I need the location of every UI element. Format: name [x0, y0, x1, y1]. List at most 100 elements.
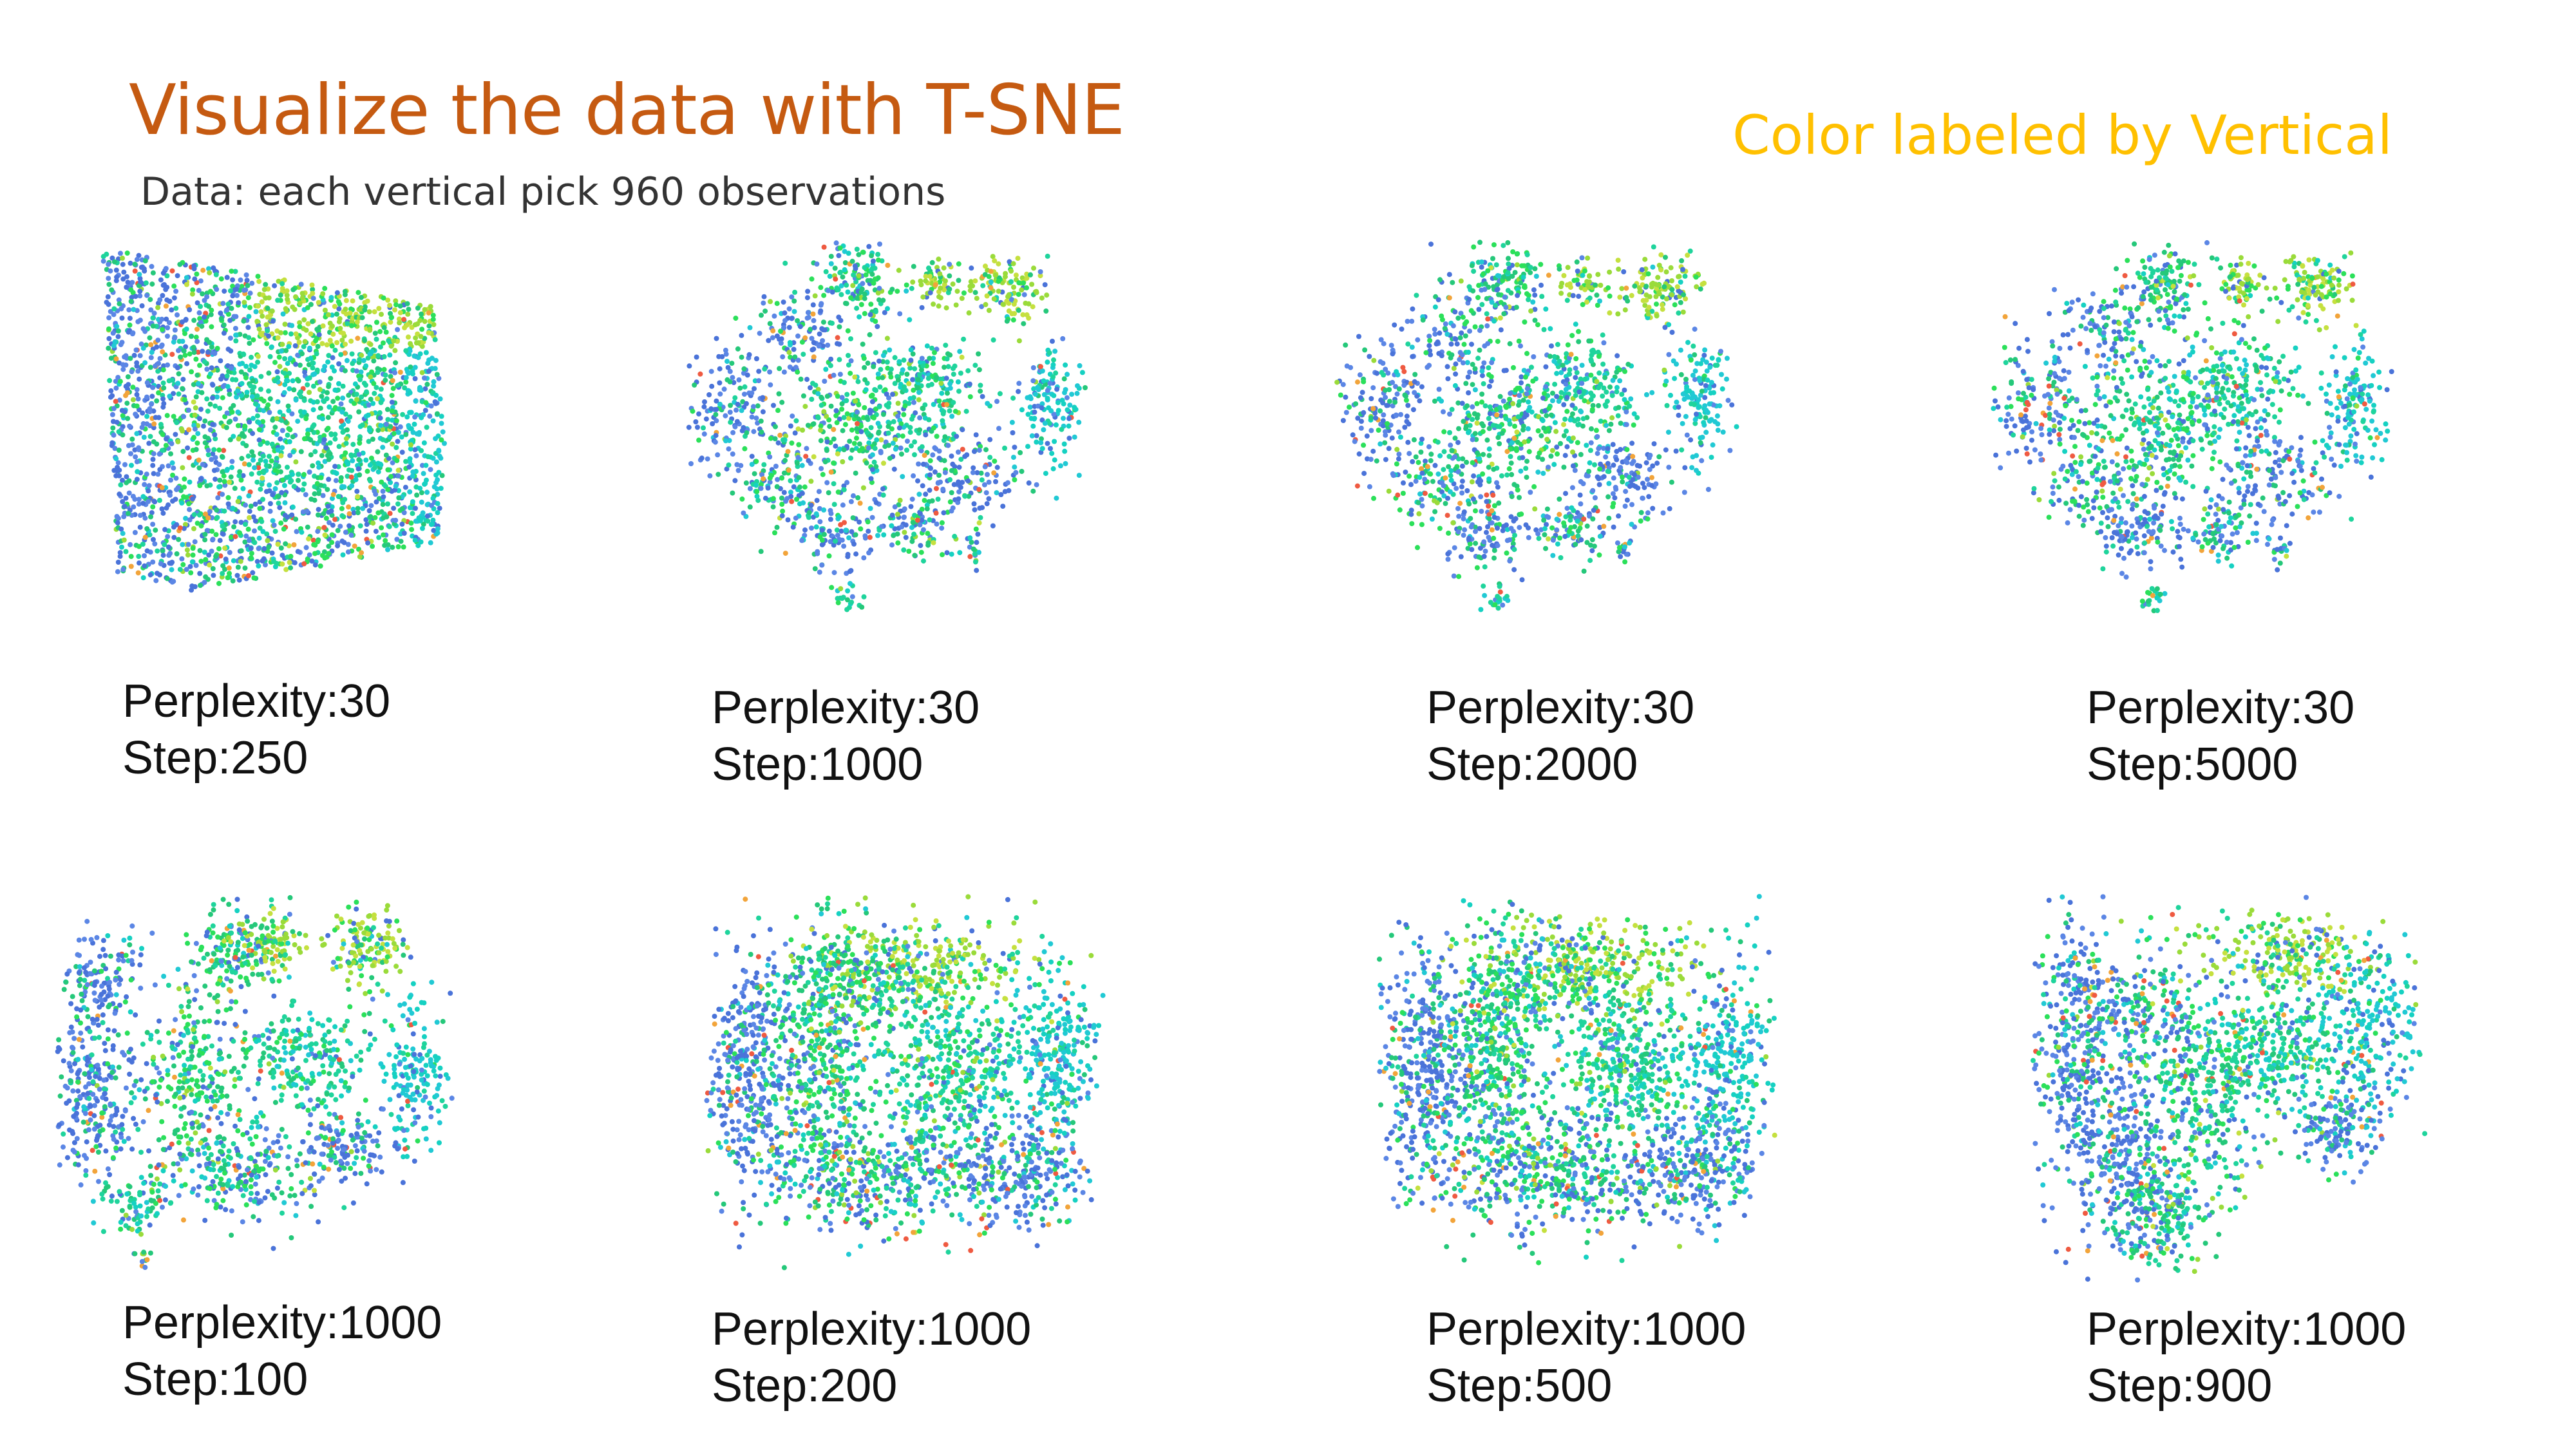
scatter-point — [360, 450, 366, 456]
scatter-point — [865, 519, 871, 525]
scatter-point — [890, 440, 896, 446]
scatter-point — [412, 414, 418, 420]
scatter-point — [434, 486, 440, 492]
scatter-point — [886, 424, 891, 430]
scatter-point — [791, 346, 797, 352]
scatter-point — [347, 414, 353, 420]
scatter-point — [136, 447, 142, 453]
scatter-point — [906, 549, 912, 554]
scatter-point — [937, 279, 943, 285]
scatter-point — [878, 366, 884, 372]
scatter-point — [241, 318, 247, 324]
scatter-point — [216, 581, 222, 586]
scatter-point — [288, 331, 294, 337]
scatter-point — [196, 416, 202, 421]
scatter-point — [174, 420, 180, 426]
scatter-point — [871, 258, 876, 264]
scatter-point — [221, 473, 227, 479]
scatter-point — [182, 476, 187, 482]
scatter-point — [1063, 362, 1068, 368]
scatter-point — [961, 336, 967, 342]
scatter-point — [1481, 271, 1486, 277]
scatter-point — [412, 365, 418, 370]
scatter-point — [828, 403, 834, 409]
scatter-point — [907, 395, 913, 401]
scatter-point — [784, 496, 790, 502]
scatter-point — [140, 542, 146, 547]
scatter-point — [216, 462, 222, 468]
scatter-point — [867, 535, 873, 540]
scatter-point — [895, 511, 900, 517]
scatter-point — [940, 486, 946, 492]
scatter-point — [1076, 473, 1082, 478]
scatter-point — [137, 376, 142, 382]
scatter-point — [799, 538, 805, 544]
scatter-point — [412, 376, 418, 381]
scatter-point — [329, 540, 335, 545]
scatter-point — [1676, 288, 1681, 294]
scatter-point — [324, 396, 330, 402]
scatter-point — [108, 388, 114, 393]
scatter-point — [200, 267, 206, 273]
scatter-point — [349, 483, 355, 489]
scatter-point — [284, 377, 290, 383]
scatter-point — [359, 394, 365, 400]
scatter-point — [812, 293, 818, 299]
scatter-point — [266, 544, 272, 550]
scatter-point — [1477, 328, 1482, 333]
scatter-point — [842, 267, 848, 272]
scatter-point — [349, 323, 354, 328]
scatter-point — [1412, 390, 1417, 395]
scatter-point — [231, 433, 236, 439]
scatter-point — [855, 421, 860, 426]
scatter-point — [442, 440, 447, 446]
scatter-point — [292, 560, 298, 565]
scatter-point — [1052, 457, 1057, 463]
scatter-point — [1660, 302, 1665, 308]
scatter-point — [249, 363, 254, 368]
scatter-point — [236, 473, 242, 478]
scatter-point — [735, 346, 741, 352]
scatter-point — [278, 330, 283, 336]
scatter-point — [231, 314, 237, 319]
scatter-point — [162, 542, 167, 547]
scatter-point — [256, 545, 261, 551]
scatter-point — [945, 364, 951, 370]
scatter-point — [206, 266, 211, 272]
scatter-point — [1669, 278, 1674, 283]
scatter-point — [216, 546, 222, 552]
scatter-point — [300, 509, 306, 515]
scatter-point — [294, 529, 299, 535]
scatter-point — [910, 351, 916, 357]
scatter-point — [1005, 294, 1010, 299]
scatter-point — [871, 415, 876, 421]
scatter-point — [1359, 390, 1365, 395]
scatter-point — [759, 472, 765, 478]
scatter-point — [137, 560, 142, 566]
scatter-point — [817, 506, 822, 511]
scatter-point — [420, 526, 425, 531]
scatter-point — [1401, 383, 1407, 388]
scatter-point — [338, 352, 344, 357]
scatter-point — [972, 507, 978, 513]
scatter-point — [320, 493, 326, 498]
scatter-point — [1038, 440, 1044, 446]
scatter-point — [782, 310, 788, 316]
scatter-point — [169, 567, 175, 573]
scatter-point — [732, 395, 738, 401]
scatter-point — [128, 287, 134, 293]
scatter-point — [435, 526, 440, 532]
scatter-point — [142, 360, 148, 366]
scatter-point — [976, 520, 982, 526]
scatter-point — [1595, 303, 1600, 308]
scatter-point — [1607, 384, 1613, 390]
scatter-point — [115, 460, 121, 466]
scatter-point — [387, 511, 393, 516]
scatter-point — [123, 549, 129, 554]
scatter-point — [1653, 294, 1659, 299]
scatter-point — [1522, 319, 1528, 325]
scatter-point — [941, 265, 947, 271]
scatter-point — [129, 436, 135, 442]
scatter-point — [220, 571, 225, 576]
scatter-point — [265, 440, 270, 446]
